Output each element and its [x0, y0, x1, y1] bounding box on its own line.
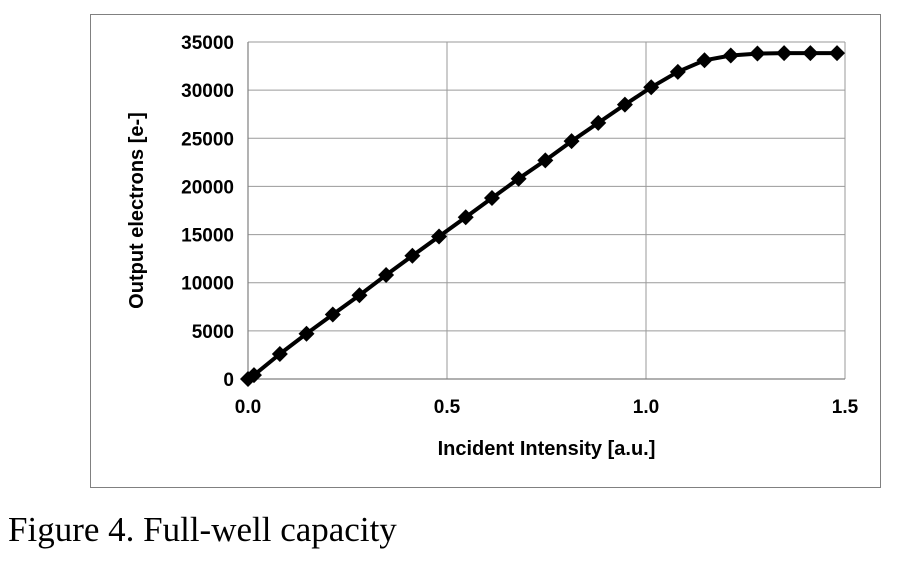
- y-tick-label: 35000: [181, 33, 234, 54]
- data-point: [643, 79, 660, 96]
- y-tick-label: 0: [223, 370, 234, 391]
- data-point: [271, 345, 288, 362]
- data-point: [829, 45, 846, 62]
- data-point: [298, 325, 315, 342]
- y-axis-title: Output electrons [e-]: [126, 112, 148, 309]
- data-point: [324, 306, 341, 323]
- gridlines: [247, 41, 846, 380]
- data-point: [404, 247, 421, 264]
- data-point: [722, 47, 739, 64]
- y-tick-label: 5000: [192, 322, 234, 343]
- data-point: [563, 133, 580, 150]
- x-tick-labels: 0.0 0.5 1.0 1.5: [235, 397, 859, 418]
- x-tick-label: 1.0: [633, 397, 659, 418]
- data-point: [616, 96, 633, 113]
- x-tick-label: 0.5: [434, 397, 461, 418]
- series: [240, 45, 846, 387]
- chart-frame: 0 5000 10000 15000 20000 25000 30000 35000 0.0 0…: [90, 14, 881, 488]
- data-point: [776, 45, 793, 62]
- figure-caption: Figure 4. Full-well capacity: [8, 510, 397, 549]
- data-point: [510, 170, 527, 187]
- data-point: [590, 114, 607, 131]
- data-point: [696, 52, 713, 69]
- series-line: [246, 51, 837, 381]
- x-tick-label: 1.5: [832, 397, 859, 418]
- y-tick-label: 15000: [181, 226, 234, 247]
- data-point: [457, 209, 474, 226]
- data-point: [351, 287, 368, 304]
- y-tick-label: 20000: [181, 177, 234, 198]
- data-point: [537, 152, 554, 169]
- data-point: [749, 45, 766, 62]
- x-tick-label: 0.0: [235, 397, 261, 418]
- y-tick-label: 25000: [181, 129, 234, 150]
- data-point: [669, 63, 686, 80]
- y-tick-labels: 0 5000 10000 15000 20000 25000 30000 35000: [181, 33, 234, 391]
- y-tick-label: 30000: [181, 81, 234, 102]
- data-point: [802, 45, 819, 62]
- y-tick-label: 10000: [181, 274, 234, 295]
- x-axis-title: Incident Intensity [a.u.]: [438, 438, 656, 460]
- data-point: [378, 267, 395, 284]
- data-point: [483, 189, 500, 206]
- data-point: [431, 228, 448, 245]
- data-point: [245, 367, 262, 384]
